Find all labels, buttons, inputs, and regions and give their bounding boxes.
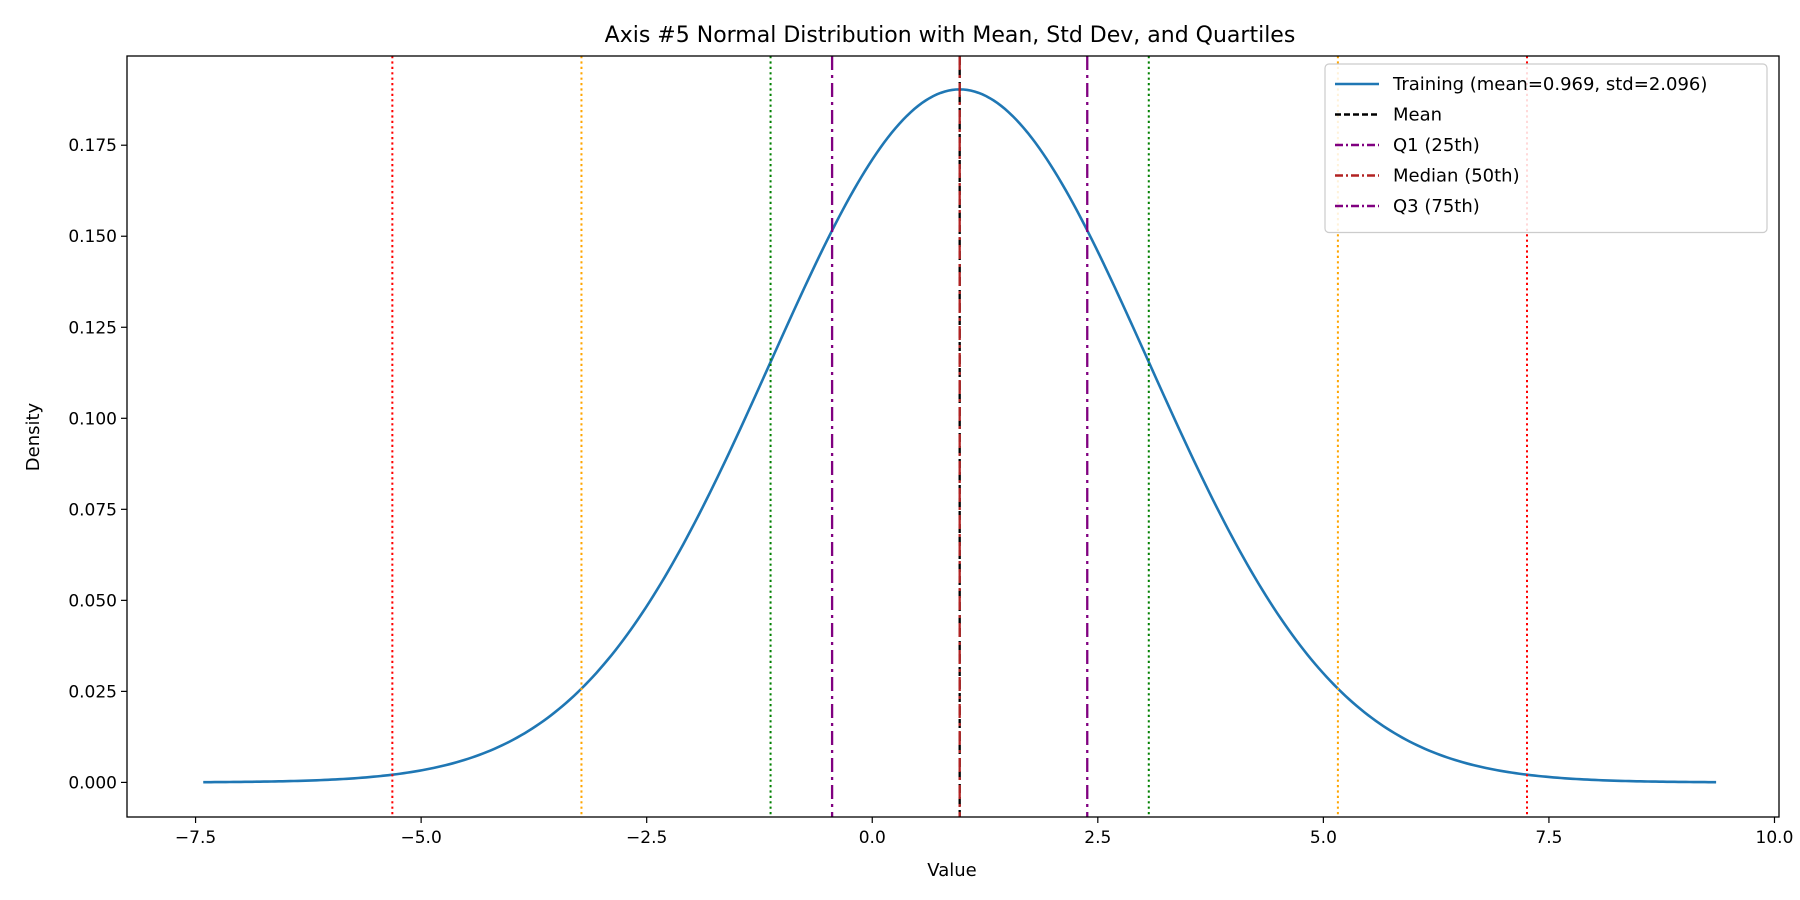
x-tick-label: −7.5 (175, 828, 216, 848)
chart-title: Axis #5 Normal Distribution with Mean, S… (605, 23, 1296, 48)
legend-label: Mean (1393, 105, 1442, 126)
y-tick-label: 0.100 (68, 409, 117, 429)
y-axis-title: Density (23, 402, 44, 471)
x-tick-label: −2.5 (626, 828, 667, 848)
legend-label: Q1 (25th) (1393, 135, 1480, 156)
y-tick-label: 0.075 (68, 500, 117, 520)
plot-frame (126, 55, 1780, 818)
y-tick-label: 0.125 (68, 318, 117, 338)
y-axis: 0.000 0.025 0.050 0.075 0.100 0.125 0.150 0.175 (68, 136, 127, 793)
y-tick-label: 0.000 (68, 773, 117, 793)
x-tick-label: 2.5 (1084, 828, 1111, 848)
legend-box (1324, 63, 1768, 234)
legend: Training (mean=0.969, std=2.096) Mean Q1 (… (1324, 63, 1768, 234)
x-axis: −7.5 −5.0 −2.5 0.0 2.5 5.0 7.5 10.0 (175, 817, 1793, 848)
x-tick-label: 10.0 (1756, 828, 1794, 848)
legend-label: Training (mean=0.969, std=2.096) (1392, 74, 1707, 95)
y-tick-label: 0.025 (68, 682, 117, 702)
legend-label: Q3 (75th) (1393, 196, 1480, 217)
x-tick-label: 7.5 (1535, 828, 1562, 848)
y-tick-label: 0.050 (68, 591, 117, 611)
x-tick-label: −5.0 (400, 828, 441, 848)
plot-area (203, 56, 1717, 817)
x-tick-label: 0.0 (859, 828, 886, 848)
y-tick-label: 0.175 (68, 136, 117, 156)
x-axis-title: Value (927, 860, 976, 881)
x-tick-label: 5.0 (1310, 828, 1337, 848)
y-tick-label: 0.150 (68, 227, 117, 247)
legend-label: Median (50th) (1393, 166, 1520, 187)
